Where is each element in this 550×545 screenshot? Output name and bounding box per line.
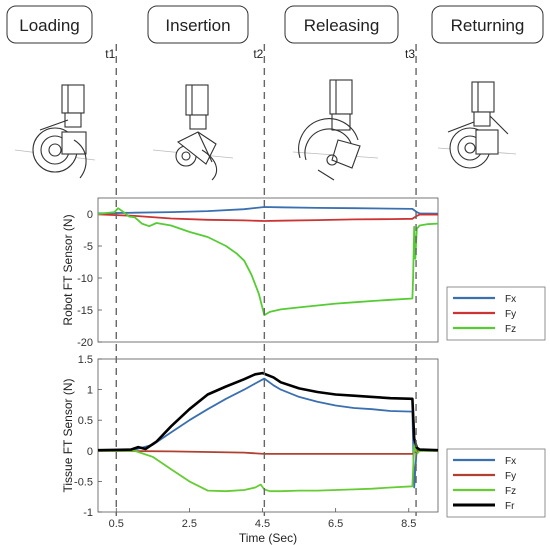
tissue-ft-legend-label-fy: Fy <box>505 471 516 482</box>
tissue-ft-xtick-label: 6.5 <box>328 518 343 530</box>
robot-ft-ytick-label: -20 <box>77 337 93 349</box>
phase-insertion: Insertion <box>147 5 249 44</box>
time-markers: t1 t2 t3 <box>105 47 415 61</box>
robot-illustration-insertion <box>152 84 234 181</box>
robot-ft-plot-frame <box>97 197 439 343</box>
robot-ft-series <box>97 206 439 317</box>
robot-ft-legend-label-fy: Fy <box>505 309 516 320</box>
tissue-ft-xtick-label: 4.5 <box>255 518 270 530</box>
robot-ft-ytick-label: -10 <box>77 273 93 285</box>
robot-ft-legend-label-fz: Fz <box>505 324 516 335</box>
robot-ft-legend-label-fx: Fx <box>505 294 516 305</box>
tissue-ft-ytick-label: 1.5 <box>78 354 93 366</box>
tissue-ft-legend-label-fx: Fx <box>505 456 516 467</box>
tissue-ft-legend-label-fz: Fz <box>505 486 516 497</box>
tissue-ft-ytick-label: -0.5 <box>74 476 93 488</box>
tissue-ft-legend: Fx Fy Fz Fr <box>446 448 546 518</box>
t2-label: t2 <box>253 47 263 61</box>
tissue-ft-xtick-label: 2.5 <box>182 518 197 530</box>
robot-illustration-releasing <box>292 79 379 181</box>
phase-releasing: Releasing <box>284 5 399 44</box>
robot-ft-chart: 0 -5 -10 -15 -20 Robot FT Sensor (N) Fx Fy Fz <box>61 197 546 349</box>
phase-loading-label: Loading <box>19 16 80 35</box>
t3-label: t3 <box>405 47 415 61</box>
robot-illustration-loading <box>14 84 96 179</box>
tissue-ft-ytick-label: 0.5 <box>78 415 93 427</box>
tissue-ft-series-fy <box>97 449 438 455</box>
tissue-ft-ytick-label: 0 <box>87 446 93 458</box>
robot-ft-legend: Fx Fy Fz <box>446 286 546 341</box>
phase-returning-label: Returning <box>451 16 525 35</box>
robot-ft-series-fz <box>97 207 439 317</box>
tissue-ft-plot-frame <box>97 358 439 513</box>
phase-loading: Loading <box>6 5 93 44</box>
robot-ft-series-fx <box>97 206 439 215</box>
robot-ft-ytick-label: -15 <box>77 305 93 317</box>
phase-returning: Returning <box>431 5 544 44</box>
tissue-ft-yticks: 1.5 1 0.5 0 -0.5 -1 <box>74 354 102 519</box>
robot-ft-ylabel: Robot FT Sensor (N) <box>61 214 75 325</box>
tissue-ft-chart: 1.5 1 0.5 0 -0.5 -1 0.5 2.5 4.5 6.5 8.5 Tissue FT… <box>61 354 546 545</box>
tissue-ft-legend-label-fr: Fr <box>505 501 515 512</box>
robot-illustration-returning <box>437 81 517 169</box>
robot-ft-ytick-label: 0 <box>87 209 93 221</box>
t1-label: t1 <box>105 47 115 61</box>
tissue-ft-xlabel: Time (Sec) <box>239 531 297 545</box>
tissue-ft-series-fx <box>97 377 439 489</box>
tissue-ft-ytick-label: -1 <box>83 507 93 519</box>
robot-illustrations <box>14 79 517 181</box>
tissue-ft-xtick-label: 8.5 <box>401 518 416 530</box>
tissue-ft-xticks: 0.5 2.5 4.5 6.5 8.5 <box>109 508 416 530</box>
phase-labels: Loading Insertion Releasing Returning <box>6 5 544 44</box>
time-marker-lines <box>115 44 417 516</box>
tissue-ft-ylabel: Tissue FT Sensor (N) <box>61 378 75 492</box>
tissue-ft-series-fz <box>98 443 438 493</box>
tissue-ft-ytick-label: 1 <box>87 385 93 397</box>
robot-ft-yticks: 0 -5 -10 -15 -20 <box>77 209 102 349</box>
phase-insertion-label: Insertion <box>165 16 230 35</box>
tissue-ft-series <box>97 371 439 493</box>
robot-ft-series-fy <box>97 213 438 222</box>
tissue-ft-series-fr <box>97 371 439 452</box>
robot-ft-ytick-label: -5 <box>83 241 93 253</box>
tissue-ft-xtick-label: 0.5 <box>109 518 124 530</box>
phase-releasing-label: Releasing <box>304 16 380 35</box>
